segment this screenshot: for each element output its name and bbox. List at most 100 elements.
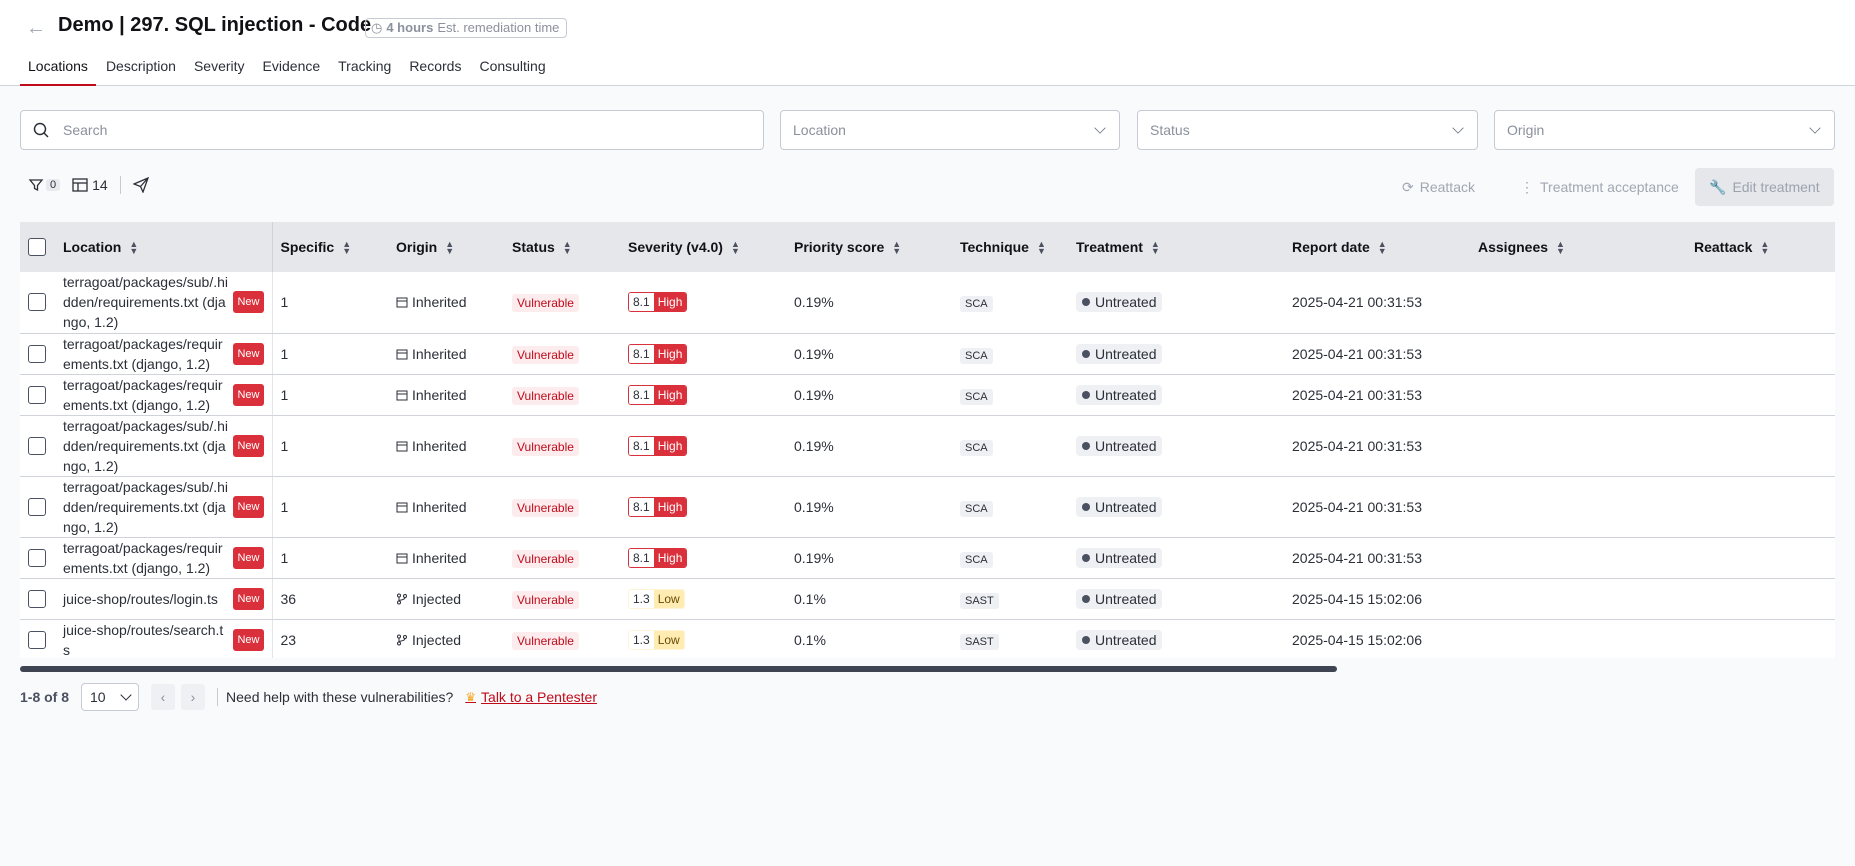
previous-page-button[interactable]: ‹ [151, 684, 176, 710]
technique-cell: SCA [952, 476, 1068, 538]
filter-button[interactable]: 0 [28, 177, 61, 193]
vulnerabilities-table: Location ▲ ▼ Specific ▲ ▼ Origin ▲ ▼ Status ▲ ▼ Seve… [20, 222, 1835, 658]
treatment-cell: Untreated [1068, 374, 1284, 416]
table-row[interactable]: terragoat/packages/requirements.txt (dja… [20, 374, 1835, 416]
report-date-cell: 2025-04-21 00:31:53 [1284, 374, 1470, 416]
new-badge: New [233, 546, 264, 569]
status-dot-icon [1082, 553, 1090, 562]
reattack-button[interactable]: ⟳ Reattack [1402, 178, 1475, 196]
location-cell: juice-shop/routes/search.ts New [55, 619, 273, 658]
select-all-checkbox[interactable] [28, 238, 46, 257]
column-header-priority-score[interactable]: Priority score ▲ ▼ [794, 238, 902, 257]
next-page-button[interactable]: › [181, 684, 206, 710]
table-header-row: Location ▲ ▼ Specific ▲ ▼ Origin ▲ ▼ Status ▲ ▼ Seve… [20, 222, 1835, 272]
sort-icon[interactable]: ▲ ▼ [1760, 239, 1770, 257]
column-header-severity-v4-0[interactable]: Severity (v4.0) ▲ ▼ [628, 238, 740, 257]
column-header-assignees[interactable]: Assignees ▲ ▼ [1478, 238, 1565, 257]
table-row[interactable]: juice-shop/routes/login.ts New 36 Injected V… [20, 578, 1835, 620]
row-checkbox[interactable] [28, 293, 46, 312]
search-input[interactable]: Search [20, 110, 764, 150]
sort-icon[interactable]: ▲ ▼ [1036, 239, 1046, 257]
sort-icon[interactable]: ▲ ▼ [562, 239, 572, 257]
origin-select[interactable]: Origin [1494, 110, 1835, 150]
severity-badge: 8.1 High [628, 547, 688, 568]
technique-badge: SCA [960, 439, 993, 456]
column-header-treatment[interactable]: Treatment ▲ ▼ [1076, 238, 1160, 257]
sort-icon[interactable]: ▲ ▼ [1377, 239, 1387, 257]
origin-cell: Injected [388, 619, 504, 658]
sort-icon[interactable]: ▲ ▼ [445, 239, 455, 257]
row-checkbox[interactable] [28, 589, 46, 608]
column-header-report-date[interactable]: Report date ▲ ▼ [1292, 238, 1387, 257]
sort-icon[interactable]: ▲ ▼ [730, 239, 740, 257]
column-header-specific[interactable]: Specific ▲ ▼ [280, 238, 352, 257]
sort-icon[interactable]: ▲ ▼ [1150, 239, 1160, 257]
priority-score-cell: 0.19% [786, 272, 952, 334]
page-size-select[interactable]: 10 [81, 683, 140, 711]
row-checkbox[interactable] [28, 436, 46, 455]
row-checkbox-cell [20, 578, 55, 620]
status-cell: Vulnerable [504, 333, 620, 375]
tab-severity[interactable]: Severity [193, 58, 245, 74]
send-button[interactable] [132, 177, 149, 193]
technique-badge: SAST [960, 592, 999, 609]
sort-icon[interactable]: ▲ ▼ [342, 239, 352, 257]
reattack-cell [1686, 537, 1835, 579]
assignees-cell [1470, 272, 1686, 334]
column-header-status[interactable]: Status ▲ ▼ [512, 238, 572, 257]
column-header-location[interactable]: Location ▲ ▼ [55, 222, 273, 272]
table-row[interactable]: terragoat/packages/sub/.hidden/requireme… [20, 415, 1835, 477]
sort-icon[interactable]: ▲ ▼ [129, 239, 139, 257]
priority-score-cell: 0.1% [786, 619, 952, 658]
table-row[interactable]: juice-shop/routes/search.ts New 23 Injected… [20, 619, 1835, 658]
talk-to-pentester-link[interactable]: ♛ Talk to a Pentester [465, 689, 597, 705]
treatment-badge: Untreated [1076, 588, 1163, 609]
table-row[interactable]: terragoat/packages/requirements.txt (dja… [20, 537, 1835, 579]
status-badge: Vulnerable [512, 590, 579, 609]
report-date-cell: 2025-04-21 00:31:53 [1284, 333, 1470, 375]
treatment-acceptance-button[interactable]: ⋮ Treatment acceptance [1520, 178, 1679, 196]
table-row[interactable]: terragoat/packages/sub/.hidden/requireme… [20, 272, 1835, 334]
back-arrow-icon[interactable]: ← [26, 17, 46, 39]
tab-records[interactable]: Records [409, 58, 462, 74]
column-header-reattack[interactable]: Reattack ▲ ▼ [1694, 238, 1770, 257]
edit-treatment-button[interactable]: 🔧 Edit treatment [1695, 168, 1834, 206]
page-header: ← Demo | 297. SQL injection - Code ◷ 4 h… [0, 0, 1855, 86]
sort-icon[interactable]: ▲ ▼ [892, 239, 902, 257]
row-checkbox[interactable] [28, 630, 46, 649]
origin-cell: Inherited [388, 333, 504, 375]
column-header-technique[interactable]: Technique ▲ ▼ [960, 238, 1046, 257]
severity-badge: 8.1 High [628, 292, 688, 313]
status-cell: Vulnerable [504, 578, 620, 620]
specific-cell: 1 [272, 476, 388, 538]
row-checkbox[interactable] [28, 344, 46, 363]
table-row[interactable]: terragoat/packages/requirements.txt (dja… [20, 333, 1835, 375]
tab-locations[interactable]: Locations [20, 52, 96, 86]
technique-cell: SCA [952, 537, 1068, 579]
treatment-cell: Untreated [1068, 537, 1284, 579]
row-checkbox[interactable] [28, 385, 46, 404]
status-cell: Vulnerable [504, 374, 620, 416]
status-cell: Vulnerable [504, 537, 620, 579]
tab-description[interactable]: Description [105, 58, 176, 74]
location-text: terragoat/packages/requirements.txt (dja… [63, 335, 223, 372]
specific-cell: 36 [272, 578, 388, 620]
assignees-cell [1470, 415, 1686, 477]
sort-icon[interactable]: ▲ ▼ [1556, 239, 1565, 257]
location-cell: terragoat/packages/requirements.txt (dja… [55, 374, 273, 416]
horizontal-scrollbar[interactable] [20, 666, 1337, 672]
location-select[interactable]: Location [780, 110, 1120, 150]
column-header-origin[interactable]: Origin ▲ ▼ [396, 238, 455, 257]
table-row[interactable]: terragoat/packages/sub/.hidden/requireme… [20, 476, 1835, 538]
columns-button[interactable]: 14 [72, 177, 108, 193]
location-cell: terragoat/packages/requirements.txt (dja… [55, 537, 273, 579]
tab-consulting[interactable]: Consulting [479, 58, 546, 74]
origin-cell: Inherited [388, 415, 504, 477]
tab-tracking[interactable]: Tracking [338, 58, 392, 74]
row-checkbox[interactable] [28, 548, 46, 567]
status-dot-icon [1082, 502, 1090, 511]
status-select[interactable]: Status [1137, 110, 1478, 150]
treatment-cell: Untreated [1068, 619, 1284, 658]
row-checkbox[interactable] [28, 497, 46, 516]
tab-evidence[interactable]: Evidence [262, 58, 321, 74]
